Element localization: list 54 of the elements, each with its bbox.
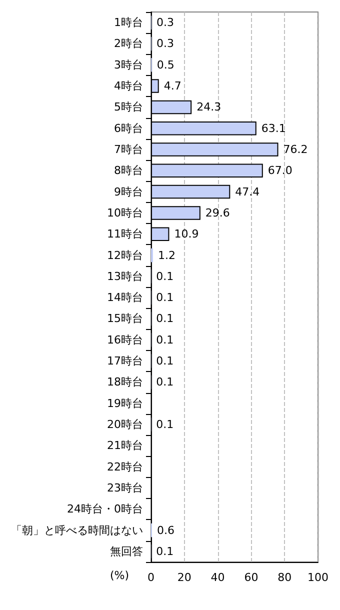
data-label: 0.3 (156, 37, 174, 50)
y-tick-label: 11時台 (107, 228, 143, 241)
y-tick-label: 21時台 (107, 439, 143, 452)
data-label: 0.5 (156, 58, 174, 72)
x-axis-title: (%) (110, 569, 129, 582)
data-label: 24.3 (196, 100, 222, 114)
data-label: 76.2 (283, 143, 308, 156)
y-tick-label: 17時台 (107, 354, 143, 368)
y-tick-label: 13時台 (107, 270, 143, 283)
data-label: 29.6 (205, 206, 230, 220)
data-label: 0.1 (156, 418, 174, 431)
x-tick-label: 40 (210, 571, 225, 584)
data-label: 0.1 (156, 291, 174, 304)
data-label: 0.3 (156, 16, 174, 30)
data-label: 0.6 (157, 524, 174, 537)
data-label: 63.1 (261, 122, 286, 135)
data-label: 0.1 (156, 333, 174, 346)
x-tick-label: 0 (148, 571, 154, 584)
y-tick-label: 1時台 (114, 16, 143, 30)
y-tick-label: 24時台・0時台 (67, 502, 143, 516)
data-label: 0.1 (156, 312, 174, 326)
y-tick-label: 5時台 (114, 100, 143, 114)
x-tick-label: 60 (244, 571, 258, 584)
data-label: 47.4 (235, 185, 260, 198)
y-tick-label: 20時台 (107, 418, 143, 431)
y-tick-label: 23時台 (107, 481, 143, 494)
y-tick-label: 12時台 (107, 248, 143, 262)
data-label: 0.1 (156, 354, 174, 368)
y-tick-label: 7時台 (114, 143, 143, 156)
x-tick-label: 20 (177, 571, 192, 584)
y-tick-label: 10時台 (107, 206, 143, 220)
y-tick-label: 6時台 (114, 122, 143, 135)
y-tick-label: 14時台 (107, 291, 143, 304)
y-tick-label: 無回答 (110, 544, 143, 558)
y-tick-label: 3時台 (114, 58, 143, 72)
y-tick-label: 22時台 (107, 460, 143, 474)
data-label: 0.1 (156, 270, 174, 283)
data-label: 67.0 (268, 164, 292, 178)
y-tick-label: 15時台 (107, 312, 143, 326)
y-tick-label: 18時台 (107, 376, 143, 389)
y-tick-label: 9時台 (114, 185, 143, 198)
y-tick-label: 4時台 (114, 80, 143, 93)
x-tick-label: 100 (308, 571, 328, 584)
y-tick-label: 16時台 (107, 333, 143, 346)
y-tick-label: 8時台 (114, 164, 143, 178)
data-label: 1.2 (158, 248, 176, 262)
y-tick-label: 「朝」と呼べる時間はない (11, 524, 143, 537)
x-tick-label: 80 (278, 571, 292, 584)
data-label: 0.1 (156, 544, 174, 558)
y-tick-label: 19時台 (107, 396, 143, 410)
y-tick-label: 2時台 (114, 37, 143, 50)
data-label: 4.7 (164, 80, 182, 93)
data-label: 0.1 (156, 376, 174, 389)
data-label: 10.9 (174, 228, 199, 241)
